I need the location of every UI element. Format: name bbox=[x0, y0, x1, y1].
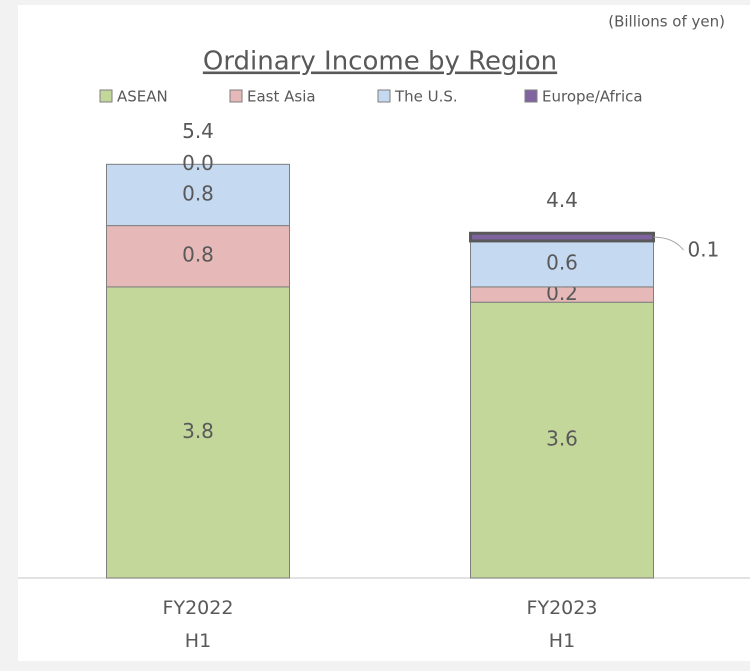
leader-line bbox=[653, 236, 684, 251]
unit-label: (Billions of yen) bbox=[608, 13, 725, 31]
bar-segment bbox=[470, 240, 654, 288]
legend-swatch bbox=[377, 89, 391, 103]
x-tick-label: FY2023 H1 bbox=[526, 597, 598, 652]
legend-swatch bbox=[99, 89, 113, 103]
x-tick-label: FY2022 H1 bbox=[162, 597, 234, 652]
legend-label: ASEAN bbox=[117, 88, 168, 106]
legend-label: Europe/Africa bbox=[542, 88, 643, 106]
value-label: 0.1 bbox=[688, 238, 720, 262]
legend-label: The U.S. bbox=[394, 88, 458, 106]
value-label: 0.6 bbox=[546, 250, 578, 274]
legend-swatch bbox=[229, 89, 243, 103]
value-label: 0.0 bbox=[182, 151, 214, 175]
value-label: 0.8 bbox=[182, 243, 214, 267]
total-label: 5.4 bbox=[182, 119, 214, 143]
value-label: 3.8 bbox=[182, 419, 214, 443]
bar-segment bbox=[106, 225, 290, 288]
bar-segment bbox=[469, 231, 655, 243]
bar-segment bbox=[470, 301, 654, 579]
chart-title: Ordinary Income by Region bbox=[203, 47, 557, 77]
value-label: 3.6 bbox=[546, 427, 578, 451]
legend-label: East Asia bbox=[247, 88, 316, 106]
bar-segment bbox=[106, 163, 290, 227]
total-label: 4.4 bbox=[546, 188, 578, 212]
bar-segment bbox=[106, 286, 290, 579]
legend-swatch bbox=[524, 89, 538, 103]
value-label: 0.8 bbox=[182, 181, 214, 205]
